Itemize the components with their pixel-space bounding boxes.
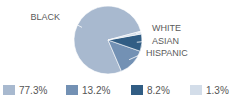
chart: BLACK HISPANIC ASIAN WHITE 77.3% 13.2% 8.2% 1.3… [0, 0, 240, 100]
legend: 77.3% 13.2% 8.2% 1.3% [3, 85, 229, 96]
leader-line [137, 41, 150, 42]
legend-label: 1.3% [206, 85, 229, 96]
slice-label: ASIAN [152, 36, 179, 46]
legend-label: 13.2% [82, 85, 110, 96]
leader-line [129, 53, 144, 60]
slice-labels: BLACK HISPANIC ASIAN WHITE [30, 12, 188, 60]
legend-swatch [3, 85, 15, 95]
legend-label: 77.3% [19, 85, 47, 96]
legend-swatch [131, 85, 143, 95]
slice-label: WHITE [152, 23, 181, 33]
legend-label: 8.2% [147, 85, 170, 96]
legend-swatch [66, 85, 78, 95]
slice-label: BLACK [30, 12, 60, 22]
legend-swatch [190, 85, 202, 95]
pie [74, 6, 142, 74]
leader-line [136, 28, 150, 34]
slice [108, 31, 141, 40]
leader-line [62, 17, 82, 27]
slice-label: HISPANIC [146, 48, 188, 58]
